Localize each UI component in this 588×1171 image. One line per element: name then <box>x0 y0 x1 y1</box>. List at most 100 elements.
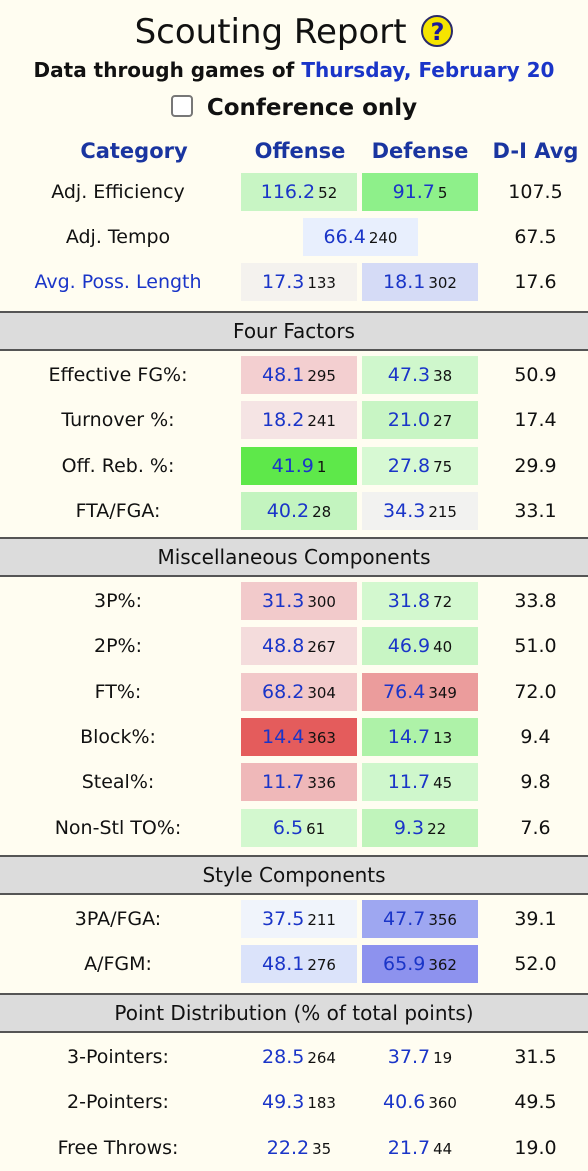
di-avg-value: 31.5 <box>514 1046 557 1068</box>
offense-cell: 48.1 276 <box>241 945 357 984</box>
offense-cell: 48.1 295 <box>241 356 357 394</box>
row-label: Effective FG%: <box>48 364 188 386</box>
offense-value[interactable]: 17.3 <box>262 271 305 293</box>
di-avg-value: 33.8 <box>514 590 557 612</box>
defense-value[interactable]: 18.1 <box>383 271 426 293</box>
conference-only-toggle[interactable]: Conference only <box>0 92 588 124</box>
offense-rank: 52 <box>318 184 338 202</box>
defense-value[interactable]: 65.9 <box>383 953 426 976</box>
defense-value[interactable]: 76.4 <box>383 680 426 703</box>
table-row: 2P%: 48.8 267 46.9 40 51.0 <box>0 624 588 669</box>
offense-value[interactable]: 116.2 <box>260 181 316 203</box>
defense-rank: 27 <box>433 412 453 431</box>
offense-rank: 211 <box>307 911 336 929</box>
offense-value[interactable]: 11.7 <box>262 771 305 794</box>
defense-value[interactable]: 47.3 <box>387 364 431 386</box>
offense-value[interactable]: 40.2 <box>266 499 310 522</box>
offense-rank: 28 <box>312 502 332 521</box>
defense-value[interactable]: 34.3 <box>383 499 426 522</box>
offense-cell: 11.7 336 <box>241 763 357 802</box>
offense-rank: 295 <box>307 367 336 385</box>
offense-cell: 6.5 61 <box>241 808 357 847</box>
di-avg-value: 29.9 <box>514 454 557 477</box>
defense-rank: 40 <box>433 638 453 657</box>
offense-cell: 28.5 264 <box>241 1038 357 1076</box>
defense-rank: 19 <box>433 1049 453 1067</box>
offense-value[interactable]: 22.2 <box>266 1136 310 1159</box>
defense-value[interactable]: 14.7 <box>387 725 431 748</box>
header-di-avg[interactable]: D-I Avg <box>492 139 579 163</box>
offense-value[interactable]: 49.3 <box>262 1091 305 1114</box>
offense-value[interactable]: 18.2 <box>262 409 305 432</box>
defense-rank: 302 <box>428 274 457 292</box>
avg-poss-length-link[interactable]: Avg. Poss. Length <box>34 271 202 293</box>
table-row: 3-Pointers: 28.5 264 37.7 19 31.5 <box>0 1035 588 1080</box>
defense-value[interactable]: 46.9 <box>387 635 431 658</box>
defense-value[interactable]: 21.7 <box>387 1136 431 1159</box>
defense-rank: 45 <box>433 774 453 793</box>
help-icon[interactable]: ? <box>421 15 454 47</box>
defense-value[interactable]: 47.7 <box>383 908 426 930</box>
row-label: A/FGM: <box>84 953 152 976</box>
offense-cell: 37.5 211 <box>241 900 357 938</box>
defense-rank: 72 <box>433 593 453 611</box>
conference-only-label: Conference only <box>206 95 418 121</box>
offense-value[interactable]: 48.1 <box>262 364 305 386</box>
offense-value[interactable]: 31.3 <box>262 590 305 612</box>
defense-cell: 14.7 13 <box>362 717 478 756</box>
di-avg-value: 39.1 <box>514 908 557 930</box>
defense-value[interactable]: 91.7 <box>392 181 435 203</box>
offense-cell: 17.3 133 <box>241 263 357 301</box>
row-label: FT%: <box>94 680 142 703</box>
row-label: 3P%: <box>93 590 142 612</box>
offense-rank: 304 <box>307 683 336 702</box>
offense-value[interactable]: 48.8 <box>262 635 305 658</box>
table-row: A/FGM: 48.1 276 65.9 362 52.0 <box>0 942 588 987</box>
defense-value[interactable]: 9.3 <box>393 816 425 839</box>
defense-cell: 47.7 356 <box>362 900 478 938</box>
table-row: Steal%: 11.7 336 11.7 45 9.8 <box>0 760 588 805</box>
style-components-header: Style Components <box>0 855 588 895</box>
row-avg-poss-length: Avg. Poss. Length 17.3 133 18.1 302 17.6 <box>0 260 588 305</box>
header-offense[interactable]: Offense <box>254 139 346 163</box>
row-label: Free Throws: <box>57 1136 179 1159</box>
defense-value[interactable]: 21.0 <box>387 409 431 432</box>
defense-value[interactable]: 40.6 <box>383 1091 426 1114</box>
defense-rank: 215 <box>428 502 457 521</box>
offense-rank: 267 <box>307 638 336 657</box>
offense-rank: 183 <box>307 1094 336 1113</box>
defense-cell: 31.8 72 <box>362 582 478 620</box>
offense-value[interactable]: 6.5 <box>272 816 304 839</box>
defense-cell: 91.7 5 <box>362 173 478 211</box>
data-through-line: Data through games of Thursday, February… <box>0 56 588 84</box>
header-defense[interactable]: Defense <box>371 139 469 163</box>
defense-rank: 349 <box>428 683 457 702</box>
defense-rank: 356 <box>428 911 457 929</box>
offense-cell: 68.2 304 <box>241 672 357 711</box>
defense-value[interactable]: 31.8 <box>387 590 431 612</box>
defense-value[interactable]: 27.8 <box>387 454 431 477</box>
defense-value[interactable]: 11.7 <box>387 771 431 794</box>
offense-value[interactable]: 28.5 <box>262 1046 305 1068</box>
offense-value[interactable]: 68.2 <box>262 680 305 703</box>
offense-value[interactable]: 37.5 <box>262 908 305 930</box>
offense-cell: 116.2 52 <box>241 173 357 211</box>
defense-value[interactable]: 37.7 <box>387 1046 431 1068</box>
offense-value[interactable]: 48.1 <box>262 953 305 976</box>
offense-rank: 1 <box>316 457 327 476</box>
header-category[interactable]: Category <box>80 139 188 163</box>
table-row: Non-Stl TO%: 6.5 61 9.3 22 7.6 <box>0 806 588 851</box>
subtitle-date-link[interactable]: Thursday, February 20 <box>301 58 555 82</box>
row-adj-efficiency: Adj. Efficiency 116.2 52 91.7 5 107.5 <box>0 170 588 215</box>
offense-cell: 49.3 183 <box>241 1083 357 1121</box>
table-row: FT%: 68.2 304 76.4 349 72.0 <box>0 670 588 715</box>
defense-rank: 360 <box>428 1094 457 1113</box>
conference-only-checkbox[interactable] <box>170 95 193 117</box>
offense-cell: 18.2 241 <box>241 401 357 440</box>
offense-value[interactable]: 41.9 <box>271 454 314 477</box>
offense-value[interactable]: 14.4 <box>262 725 305 748</box>
four-factors-header: Four Factors <box>0 311 588 351</box>
table-row: Effective FG%: 48.1 295 47.3 38 50.9 <box>0 353 588 398</box>
tempo-value[interactable]: 66.4 <box>323 226 366 248</box>
